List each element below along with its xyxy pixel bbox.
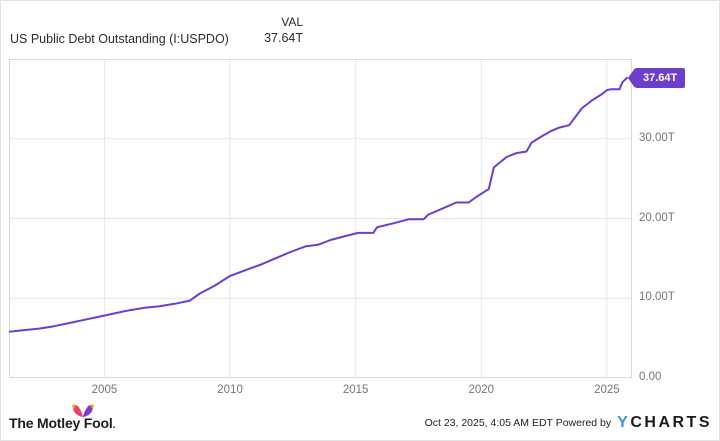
motley-fool-logo: The Motley Fool. [9,404,116,433]
series-title: US Public Debt Outstanding (I:USPDO) [10,32,229,46]
ycharts-charts: CHARTS [630,414,712,431]
ycharts-y: Y [617,414,631,431]
y-axis-tick-label: 0.00 [639,371,662,383]
badge-arrow-icon [627,67,635,88]
debt-line-chart [9,59,632,378]
timestamp: Oct 23, 2025, 4:05 AM EDT [424,417,553,429]
debt-line [9,76,628,333]
ycharts-logo: YCHARTS [617,414,712,432]
x-axis-tick-label: 2020 [468,384,495,396]
plot-area [9,59,632,378]
x-axis-tick-label: 2025 [594,384,620,396]
attribution: Oct 23, 2025, 4:05 AM EDT Powered by YCH… [425,414,712,432]
x-axis-tick-label: 2015 [342,384,369,396]
jester-cap-icon [72,404,94,418]
value-column: VAL 37.64T [241,14,303,46]
motley-fool-trademark-dot: . [112,420,116,431]
x-axis-tick-label: 2010 [217,384,243,396]
x-axis-tick-label: 2005 [91,384,118,396]
y-axis-tick-label: 30.00T [639,131,675,144]
badge-value: 37.64T [634,67,686,88]
timestamp-powered-by: Oct 23, 2025, 4:05 AM EDT Powered by [425,417,612,429]
series-current-value: 37.64T [264,31,303,45]
powered-by-label: Powered by [555,417,612,429]
value-column-header: VAL [281,15,303,29]
y-axis-tick-label: 10.00T [639,291,675,304]
y-axis-tick-label: 20.00T [639,211,675,224]
plot-border [9,59,632,378]
motley-fool-wordmark: The Motley Fool [9,415,113,431]
last-value-badge: 37.64T [627,67,686,88]
